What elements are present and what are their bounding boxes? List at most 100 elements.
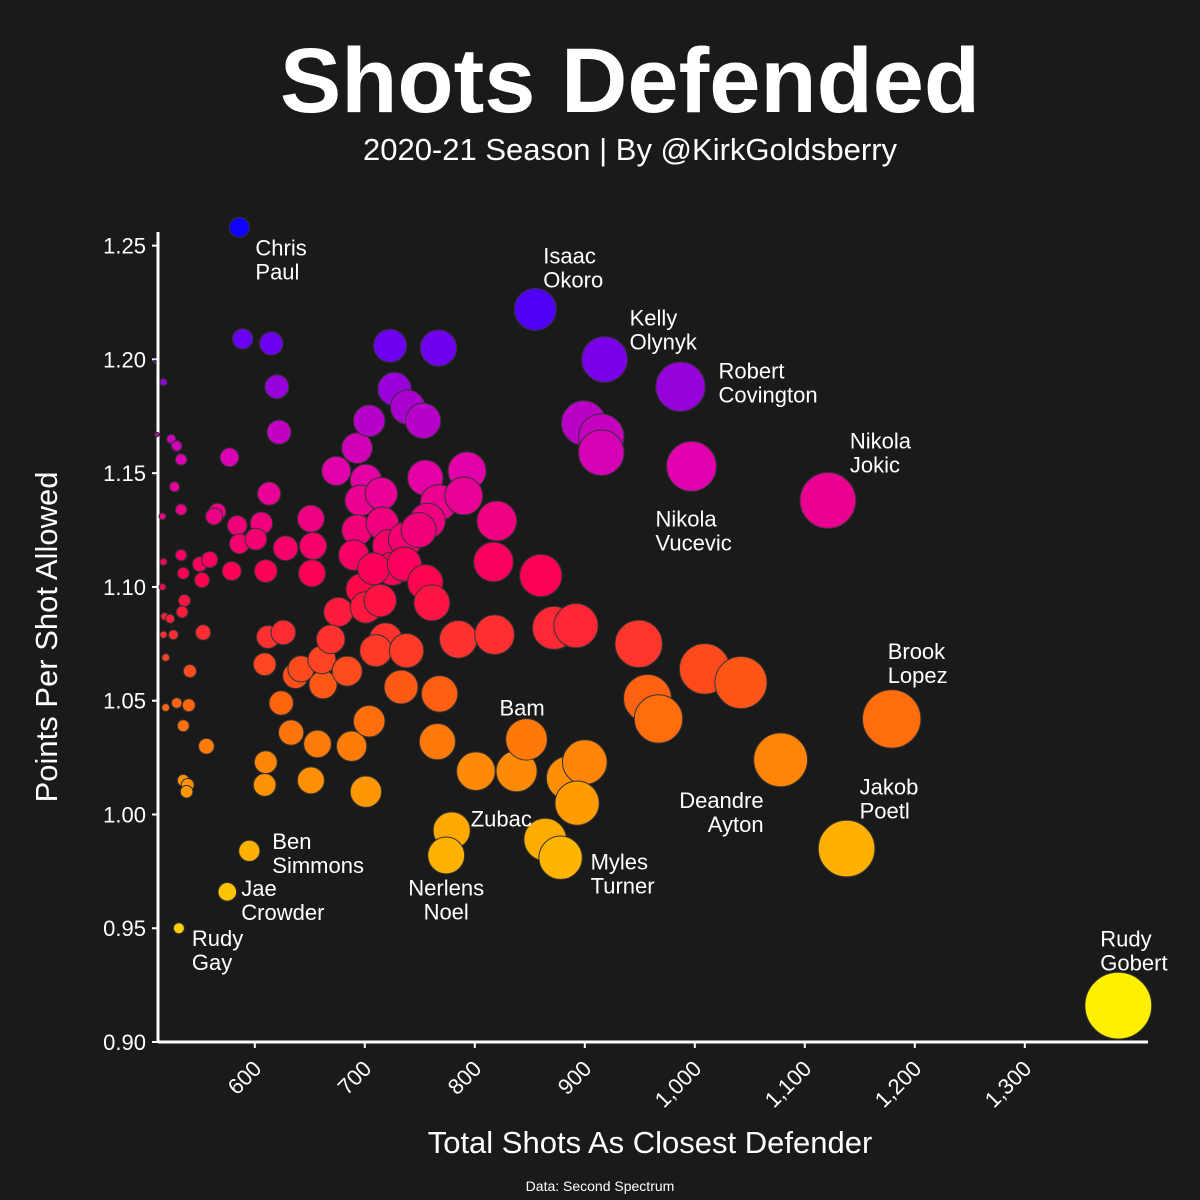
y-tick-label: 0.95 (103, 916, 146, 941)
y-tick-label: 1.25 (103, 234, 146, 259)
point-label-line: Gobert (1100, 951, 1167, 976)
point-label-line: Gay (192, 950, 232, 975)
bubble (817, 819, 876, 878)
bubble (418, 723, 457, 761)
bubble (177, 594, 191, 608)
bubble (252, 773, 277, 797)
bubble (753, 732, 809, 788)
bubble (176, 719, 190, 733)
bubble (297, 559, 327, 588)
y-tick-label: 0.90 (103, 1030, 146, 1055)
point-label-line: Jokic (850, 452, 900, 477)
bubble (176, 566, 190, 580)
bubble (201, 551, 219, 569)
bubble (226, 515, 248, 536)
bubble (400, 512, 437, 549)
bubble (357, 552, 391, 586)
bubble (170, 440, 183, 452)
bubble (666, 440, 717, 492)
bubble (321, 455, 352, 486)
point-label-line: Okoro (543, 267, 603, 292)
bubble (221, 560, 242, 582)
bubble (456, 751, 496, 792)
bubble (383, 669, 419, 705)
point-label: Kelly Olynyk (630, 305, 698, 354)
bubble (198, 737, 215, 755)
bubble (161, 653, 171, 662)
bubble (404, 402, 442, 440)
bubble (167, 629, 179, 641)
bubble (238, 839, 261, 862)
y-tick-label: 1.20 (103, 347, 146, 372)
point-label-line: Bam (500, 695, 545, 720)
point-label-line: Olynyk (630, 329, 698, 354)
point-label-line: Vucevic (656, 530, 732, 555)
bubble (553, 603, 599, 649)
bubble (419, 329, 458, 367)
point-label: Rudy Gay (192, 926, 243, 975)
bubble (244, 527, 268, 551)
bubble (158, 512, 167, 521)
bubble (476, 500, 518, 542)
bubble (335, 730, 368, 762)
bubble (259, 331, 284, 356)
point-label-line: Jakob (860, 775, 919, 800)
bubble (172, 922, 185, 935)
bubble (193, 572, 211, 589)
bubble (373, 328, 408, 363)
bubble (359, 634, 393, 668)
bubble (266, 419, 292, 445)
point-label-line: Nikola (656, 506, 718, 531)
bubble (181, 698, 196, 713)
bubble (352, 704, 386, 738)
bubble (205, 507, 224, 526)
bubble (298, 531, 328, 561)
bubble (174, 453, 188, 466)
bubble (655, 361, 706, 412)
point-label-line: Ayton (708, 812, 764, 837)
bubble (264, 374, 290, 400)
bubble (1084, 971, 1153, 1040)
bubble (474, 614, 515, 656)
point-label: Nikola Jokic (850, 428, 912, 477)
point-label-line: Jae (241, 876, 276, 901)
bubble (444, 476, 484, 516)
bubble (554, 780, 600, 826)
point-label-line: Deandre (679, 788, 763, 813)
point-label-line: Lopez (888, 663, 948, 688)
point-label: Nikola Vucevic (656, 506, 732, 555)
bubble (341, 432, 373, 465)
bubble (303, 729, 332, 759)
point-label: Robert Covington (719, 359, 818, 408)
point-label-line: Rudy (192, 926, 243, 951)
point-label: Ben Simmons (272, 829, 364, 878)
point-label: Zubac (471, 806, 532, 831)
bubble (252, 652, 277, 677)
point-label-line: Chris (255, 235, 306, 260)
point-label-line: Turner (591, 874, 655, 899)
bubble (296, 504, 325, 533)
bubble (473, 541, 514, 583)
point-label-line: Ben (272, 829, 311, 854)
bubble (364, 476, 399, 511)
bubble (253, 559, 278, 583)
point-label: Nerlens Noel (408, 875, 484, 924)
point-label-line: Kelly (630, 305, 678, 330)
bubble (861, 689, 922, 749)
bubble (352, 404, 386, 438)
bubble (158, 583, 167, 591)
point-label: Jae Crowder (241, 876, 324, 925)
bubble (633, 694, 684, 744)
bubble (561, 739, 608, 785)
point-label-line: Isaac (543, 243, 596, 268)
bubble (179, 784, 194, 799)
point-label: Brook Lopez (888, 639, 948, 688)
y-tick-label: 1.05 (103, 689, 146, 714)
bubble (323, 596, 354, 628)
y-tick-label: 1.00 (103, 802, 146, 827)
point-label-line: Crowder (241, 900, 324, 925)
bubble (714, 655, 768, 710)
point-label: Isaac Okoro (543, 243, 603, 292)
point-label-line: Brook (888, 639, 946, 664)
